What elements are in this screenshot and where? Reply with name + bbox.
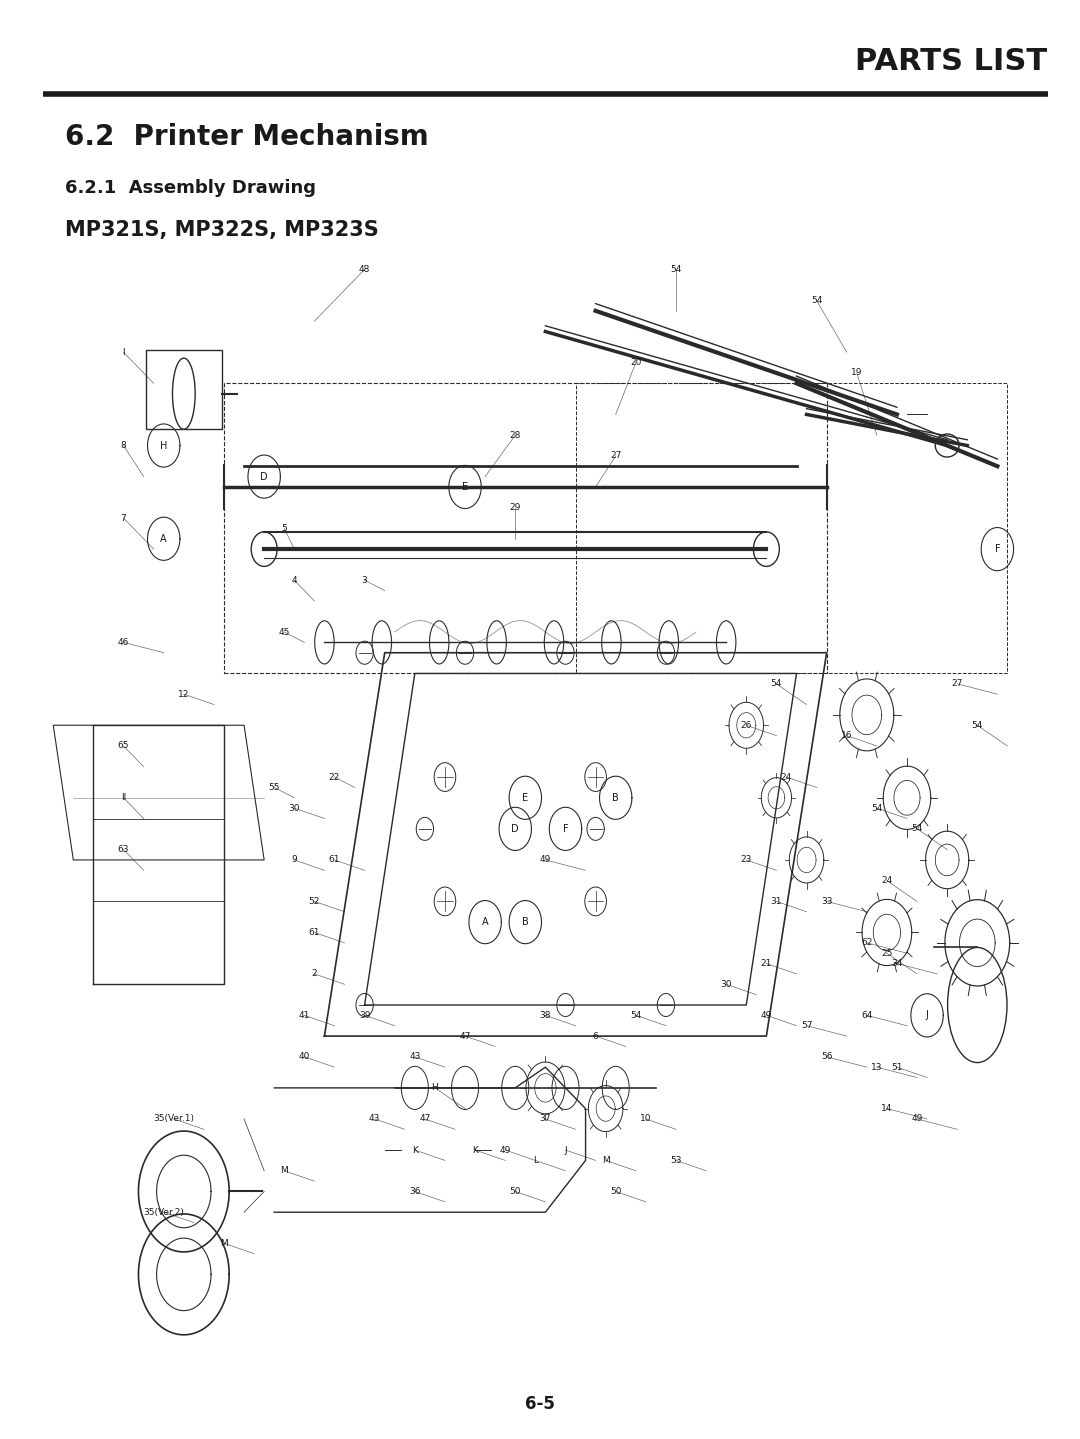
Text: 36: 36	[409, 1187, 420, 1196]
Text: 48: 48	[359, 265, 370, 273]
Text: D: D	[260, 472, 268, 482]
Text: 49: 49	[500, 1145, 511, 1154]
Text: 47: 47	[419, 1114, 431, 1124]
Text: A: A	[482, 917, 488, 927]
Text: 30: 30	[720, 980, 732, 989]
Text: 9: 9	[292, 855, 297, 865]
Text: 27: 27	[610, 452, 621, 460]
Text: 54: 54	[912, 825, 922, 833]
Text: H: H	[160, 440, 167, 450]
Text: D: D	[512, 825, 519, 833]
Text: 4: 4	[292, 576, 297, 584]
Text: J: J	[564, 1145, 567, 1154]
Text: 34: 34	[891, 958, 903, 968]
Text: B: B	[612, 793, 619, 803]
Text: 45: 45	[279, 627, 289, 636]
Text: 53: 53	[671, 1156, 681, 1166]
Text: 12: 12	[178, 689, 189, 699]
Text: 52: 52	[309, 896, 320, 907]
Text: 51: 51	[891, 1062, 903, 1072]
Text: 35(Ver.1): 35(Ver.1)	[153, 1114, 194, 1124]
Text: 14: 14	[881, 1104, 892, 1114]
Text: 16: 16	[841, 731, 852, 740]
Text: 54: 54	[872, 803, 882, 813]
Text: II: II	[121, 793, 126, 803]
Text: 2: 2	[311, 970, 318, 979]
Text: 57: 57	[800, 1022, 812, 1030]
Text: 54: 54	[972, 721, 983, 730]
Text: J: J	[926, 1010, 929, 1020]
Text: 55: 55	[269, 783, 280, 791]
Text: 37: 37	[540, 1114, 551, 1124]
Text: 20: 20	[630, 358, 642, 367]
Text: 49: 49	[540, 855, 551, 865]
Text: 22: 22	[328, 773, 340, 781]
Text: 7: 7	[121, 514, 126, 522]
Text: 21: 21	[760, 958, 772, 968]
Text: A: A	[161, 534, 167, 544]
Text: 54: 54	[811, 296, 822, 305]
Text: K: K	[411, 1145, 418, 1154]
Text: I: I	[122, 348, 125, 357]
Text: 38: 38	[540, 1010, 551, 1020]
Text: 28: 28	[510, 430, 521, 440]
Text: 46: 46	[118, 637, 130, 648]
Text: F: F	[563, 825, 568, 833]
Text: 30: 30	[288, 803, 300, 813]
Text: 33: 33	[821, 896, 833, 907]
Text: 47: 47	[459, 1032, 471, 1040]
Text: 6-5: 6-5	[525, 1394, 555, 1413]
Text: 50: 50	[510, 1187, 521, 1196]
Text: 35(Ver.2): 35(Ver.2)	[144, 1207, 185, 1217]
Text: B: B	[522, 917, 529, 927]
Text: 62: 62	[861, 938, 873, 947]
Text: 61: 61	[309, 928, 320, 937]
Text: 6: 6	[593, 1032, 598, 1040]
Text: 19: 19	[851, 368, 863, 377]
Text: E: E	[462, 482, 468, 492]
Text: 63: 63	[118, 845, 130, 855]
Text: 43: 43	[369, 1114, 380, 1124]
Bar	[146, 350, 221, 429]
Text: 64: 64	[861, 1010, 873, 1020]
Text: 54: 54	[671, 265, 681, 273]
Text: 6.2  Printer Mechanism: 6.2 Printer Mechanism	[65, 124, 429, 151]
Text: 43: 43	[409, 1052, 420, 1062]
Text: 54: 54	[630, 1010, 642, 1020]
Text: 5: 5	[282, 524, 287, 532]
Text: K: K	[472, 1145, 478, 1154]
Text: L: L	[532, 1156, 538, 1166]
Text: 23: 23	[741, 855, 752, 865]
Text: 41: 41	[299, 1010, 310, 1020]
Text: 56: 56	[821, 1052, 833, 1062]
Text: 61: 61	[328, 855, 340, 865]
Text: PARTS LIST: PARTS LIST	[855, 47, 1048, 76]
Text: 10: 10	[640, 1114, 651, 1124]
Text: 29: 29	[510, 504, 521, 512]
Text: 26: 26	[741, 721, 752, 730]
Text: M: M	[220, 1239, 228, 1248]
Text: 49: 49	[760, 1010, 772, 1020]
Text: H: H	[432, 1084, 438, 1092]
Text: 24: 24	[881, 876, 892, 885]
Text: 49: 49	[912, 1114, 922, 1124]
Text: 54: 54	[771, 679, 782, 688]
Text: 6.2.1  Assembly Drawing: 6.2.1 Assembly Drawing	[65, 178, 315, 197]
Text: MP321S, MP322S, MP323S: MP321S, MP322S, MP323S	[65, 220, 379, 240]
Text: 40: 40	[299, 1052, 310, 1062]
Text: E: E	[523, 793, 528, 803]
Text: 24: 24	[781, 773, 792, 781]
Text: 8: 8	[121, 440, 126, 450]
Text: 25: 25	[881, 948, 892, 958]
Text: F: F	[995, 544, 1000, 554]
Text: 3: 3	[362, 576, 367, 584]
Text: M: M	[602, 1156, 609, 1166]
Text: 31: 31	[771, 896, 782, 907]
Text: 27: 27	[951, 679, 963, 688]
Text: 13: 13	[872, 1062, 882, 1072]
Text: M: M	[281, 1166, 288, 1176]
Text: 39: 39	[359, 1010, 370, 1020]
Text: 65: 65	[118, 741, 130, 751]
Text: 50: 50	[610, 1187, 621, 1196]
